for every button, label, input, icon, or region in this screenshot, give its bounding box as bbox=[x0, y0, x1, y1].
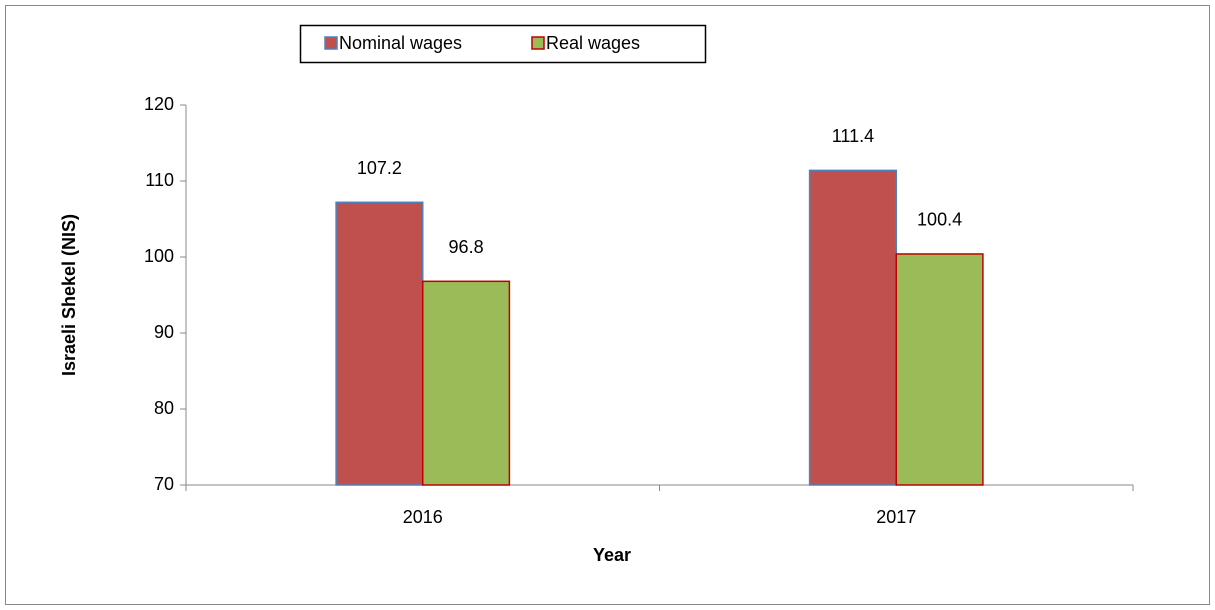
legend-swatch bbox=[531, 36, 545, 50]
legend-label: Nominal wages bbox=[339, 33, 462, 53]
y-tick-label: 70 bbox=[154, 474, 174, 494]
legend-label: Real wages bbox=[546, 33, 640, 53]
x-axis-title: Year bbox=[593, 545, 631, 565]
x-tick-label: 2016 bbox=[403, 507, 443, 527]
bar bbox=[808, 169, 897, 486]
y-axis-title: Israeli Shekel (NIS) bbox=[59, 214, 79, 376]
data-label: 111.4 bbox=[832, 126, 874, 146]
y-tick-label: 110 bbox=[145, 170, 174, 190]
bar bbox=[895, 253, 984, 486]
legend-box bbox=[299, 24, 707, 64]
y-tick-label: 90 bbox=[154, 322, 174, 342]
data-label: 100.4 bbox=[917, 210, 962, 230]
chart-border bbox=[5, 5, 1210, 605]
data-label: 107.2 bbox=[357, 158, 402, 178]
legend-swatch bbox=[324, 36, 338, 50]
y-tick-label: 100 bbox=[144, 246, 174, 266]
x-tick-label: 2017 bbox=[876, 507, 916, 527]
data-label: 96.8 bbox=[449, 237, 484, 257]
bar bbox=[422, 280, 511, 486]
y-tick-label: 80 bbox=[154, 398, 174, 418]
bar bbox=[335, 201, 424, 486]
y-tick-label: 120 bbox=[144, 94, 174, 114]
